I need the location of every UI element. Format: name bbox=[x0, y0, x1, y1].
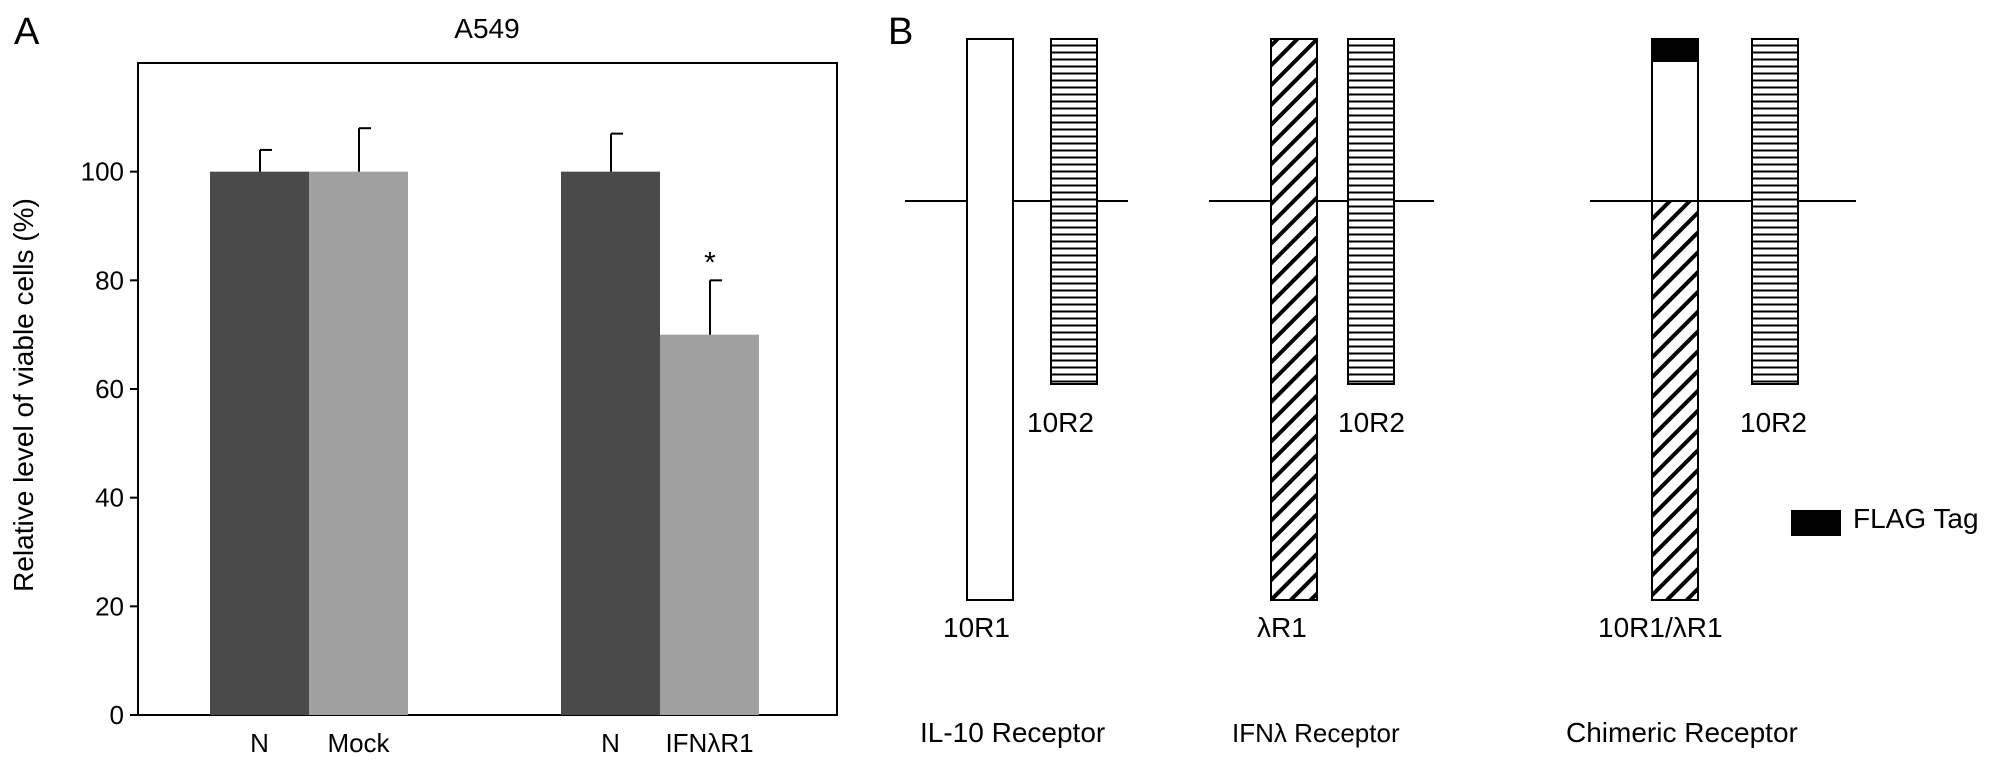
bar bbox=[309, 171, 408, 715]
y-axis-ticks: 0 20 40 60 80 100 bbox=[81, 157, 138, 730]
legend-label: FLAG Tag bbox=[1853, 503, 1979, 534]
panel-b: B 10R1 10R2 IL-10 Receptor λR1 10R2 IFNλ… bbox=[888, 11, 1979, 748]
ifnl-receptor: λR1 10R2 IFNλ Receptor bbox=[1209, 38, 1434, 748]
bar-series: N Mock N * IFNλR1 bbox=[210, 127, 759, 758]
panel-b-letter: B bbox=[888, 11, 913, 53]
chain-lr1 bbox=[1270, 38, 1318, 601]
y-tick-label: 20 bbox=[95, 591, 124, 621]
panel-a: A A549 Relative level of viable cells (%… bbox=[8, 11, 838, 758]
chain-label-10r2: 10R2 bbox=[1338, 407, 1405, 438]
chain-label-10r2: 10R2 bbox=[1740, 407, 1807, 438]
legend-swatch bbox=[1791, 510, 1841, 536]
x-category-label: N bbox=[250, 728, 269, 758]
bar bbox=[210, 171, 309, 715]
y-tick-label: 40 bbox=[95, 483, 124, 513]
chain-label-lr1: λR1 bbox=[1257, 612, 1307, 643]
y-tick-label: 80 bbox=[95, 265, 124, 295]
x-category-label: Mock bbox=[327, 728, 390, 758]
significance-marker: * bbox=[704, 246, 716, 279]
x-category-label: IFNλR1 bbox=[665, 728, 753, 758]
chain-10r2 bbox=[1751, 38, 1799, 385]
receptor-name-chimeric: Chimeric Receptor bbox=[1566, 717, 1798, 748]
bar bbox=[660, 334, 759, 715]
chain-10r2 bbox=[1347, 38, 1395, 385]
chain-label-10r1: 10R1 bbox=[943, 612, 1010, 643]
receptor-name-il10: IL-10 Receptor bbox=[920, 717, 1105, 748]
y-axis-label: Relative level of viable cells (%) bbox=[8, 198, 39, 592]
legend: FLAG Tag bbox=[1791, 503, 1979, 536]
chain-10r1 bbox=[966, 38, 1014, 601]
chain-lr1-intracellular bbox=[1651, 200, 1699, 601]
receptor-name-ifnl: IFNλ Receptor bbox=[1232, 718, 1400, 748]
panel-a-letter: A bbox=[14, 11, 40, 53]
chart-title: A549 bbox=[454, 13, 519, 44]
il10-receptor: 10R1 10R2 IL-10 Receptor bbox=[905, 38, 1128, 748]
flag-tag bbox=[1651, 38, 1699, 62]
y-tick-label: 60 bbox=[95, 374, 124, 404]
y-tick-label: 100 bbox=[81, 157, 124, 187]
x-category-label: N bbox=[601, 728, 620, 758]
chain-10r2 bbox=[1050, 38, 1098, 385]
chain-10r1-extracellular bbox=[1651, 38, 1699, 202]
chain-label-10r2: 10R2 bbox=[1027, 407, 1094, 438]
chain-label-10r1-lr1: 10R1/λR1 bbox=[1598, 612, 1723, 643]
y-tick-label: 0 bbox=[110, 700, 124, 730]
bar bbox=[561, 171, 660, 715]
chimeric-receptor: 10R1/λR1 10R2 Chimeric Receptor bbox=[1566, 38, 1856, 748]
